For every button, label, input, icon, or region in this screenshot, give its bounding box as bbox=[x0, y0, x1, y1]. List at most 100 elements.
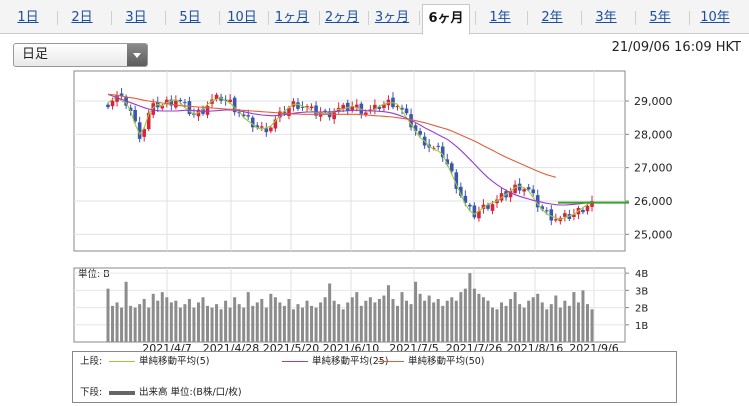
volume-bar bbox=[165, 297, 169, 342]
volume-bar bbox=[350, 297, 354, 342]
volume-bar bbox=[432, 302, 436, 342]
volume-bar bbox=[187, 298, 191, 342]
volume-bar bbox=[576, 302, 580, 342]
candle-body bbox=[395, 105, 400, 108]
candle-body bbox=[354, 104, 359, 108]
candle-body bbox=[576, 208, 581, 215]
tab-period-12[interactable]: 5年 bbox=[649, 10, 671, 25]
volume-bar bbox=[395, 305, 399, 342]
price-y-tick-label: 29,000 bbox=[634, 95, 673, 108]
volume-bar bbox=[201, 297, 205, 342]
tab-period-11[interactable]: 3年 bbox=[595, 10, 617, 25]
candle-body bbox=[558, 217, 563, 222]
volume-bar bbox=[391, 298, 395, 342]
candle-body bbox=[142, 129, 146, 137]
tab-period-3[interactable]: 5日 bbox=[179, 10, 201, 25]
volume-bar bbox=[251, 305, 255, 342]
volume-bar bbox=[504, 305, 508, 342]
candle-body bbox=[169, 99, 174, 106]
tab-period-7[interactable]: 3ヶ月 bbox=[374, 10, 410, 25]
volume-bar bbox=[590, 309, 594, 342]
tab-period-0[interactable]: 1日 bbox=[17, 10, 39, 25]
candle-body bbox=[477, 211, 481, 219]
volume-bar bbox=[540, 302, 544, 342]
volume-y-tick-label: 4B bbox=[635, 269, 648, 280]
volume-bar bbox=[260, 298, 264, 342]
volume-bar bbox=[174, 300, 178, 342]
volume-bar bbox=[178, 307, 182, 342]
candle-body bbox=[241, 114, 246, 117]
candle-body bbox=[563, 213, 567, 217]
candle-body bbox=[413, 125, 418, 131]
tab-separator bbox=[689, 11, 690, 25]
candle-body bbox=[436, 145, 441, 147]
volume-bar bbox=[291, 309, 295, 342]
candle-body bbox=[196, 109, 201, 117]
volume-bar bbox=[477, 293, 481, 342]
candle-body bbox=[174, 100, 178, 108]
candle-body bbox=[499, 193, 504, 201]
candle-body bbox=[309, 106, 314, 109]
candle-body bbox=[178, 99, 183, 102]
volume-bar bbox=[359, 305, 363, 342]
volume-bar bbox=[319, 302, 323, 342]
volume-bar bbox=[269, 293, 273, 342]
price-y-tick-label: 26,000 bbox=[634, 195, 673, 208]
candle-body bbox=[278, 111, 282, 118]
tab-separator bbox=[268, 11, 269, 25]
candle-body bbox=[368, 109, 373, 111]
tab-period-9[interactable]: 1年 bbox=[489, 10, 511, 25]
volume-bar bbox=[115, 302, 119, 342]
tab-period-10[interactable]: 2年 bbox=[541, 10, 563, 25]
candle-body bbox=[544, 210, 549, 212]
candle-body bbox=[296, 102, 300, 109]
volume-bar bbox=[549, 304, 553, 342]
candle-body bbox=[373, 104, 377, 110]
volume-bar bbox=[111, 305, 115, 342]
volume-bar bbox=[129, 305, 133, 342]
chart-interval-select[interactable]: 日足 bbox=[13, 43, 148, 67]
tab-period-4[interactable]: 10日 bbox=[227, 10, 257, 25]
candle-body bbox=[133, 110, 137, 122]
volume-bar bbox=[224, 300, 228, 342]
candle-body bbox=[128, 107, 133, 111]
tab-period-2[interactable]: 3日 bbox=[125, 10, 147, 25]
volume-bar bbox=[120, 307, 124, 342]
tab-period-1[interactable]: 2日 bbox=[71, 10, 93, 25]
candle-body bbox=[137, 122, 142, 139]
candle-body bbox=[327, 111, 332, 118]
volume-bar bbox=[264, 307, 268, 342]
volume-bar bbox=[427, 295, 431, 342]
candle-body bbox=[183, 102, 187, 104]
volume-bar bbox=[337, 304, 341, 342]
candle-body bbox=[386, 99, 391, 106]
candle-body bbox=[124, 96, 128, 106]
volume-y-tick-label: 3B bbox=[635, 286, 648, 297]
volume-bar bbox=[418, 293, 422, 342]
candle-body bbox=[160, 106, 165, 109]
chevron-down-icon[interactable] bbox=[127, 44, 147, 66]
volume-bar bbox=[273, 297, 277, 342]
price-y-tick-label: 27,000 bbox=[634, 162, 673, 175]
candle-body bbox=[459, 186, 463, 196]
volume-y-tick-label: 2B bbox=[635, 304, 648, 315]
volume-bar bbox=[545, 309, 549, 342]
tab-period-13[interactable]: 10年 bbox=[700, 10, 730, 25]
candle-body bbox=[273, 119, 278, 129]
candle-body bbox=[269, 127, 273, 132]
legend-swatch-ma25 bbox=[282, 361, 308, 362]
legend-item-ma50: 単純移動平均(50) bbox=[378, 354, 485, 370]
candle-body bbox=[535, 195, 540, 208]
tab-period-6[interactable]: 2ヶ月 bbox=[324, 10, 360, 25]
volume-bar bbox=[414, 281, 418, 342]
tab-period-8[interactable]: 6ヶ月 bbox=[422, 4, 470, 35]
volume-bar bbox=[531, 297, 535, 342]
volume-bar bbox=[219, 309, 223, 342]
candle-body bbox=[508, 191, 513, 198]
ma5-line bbox=[107, 96, 593, 220]
volume-bar bbox=[314, 307, 318, 342]
volume-bar bbox=[454, 300, 458, 342]
candle-body bbox=[318, 112, 323, 117]
volume-bar bbox=[196, 302, 200, 342]
tab-period-5[interactable]: 1ヶ月 bbox=[274, 10, 310, 25]
